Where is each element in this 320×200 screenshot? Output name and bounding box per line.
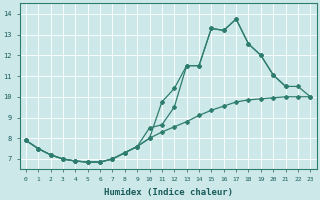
X-axis label: Humidex (Indice chaleur): Humidex (Indice chaleur)	[104, 188, 233, 197]
